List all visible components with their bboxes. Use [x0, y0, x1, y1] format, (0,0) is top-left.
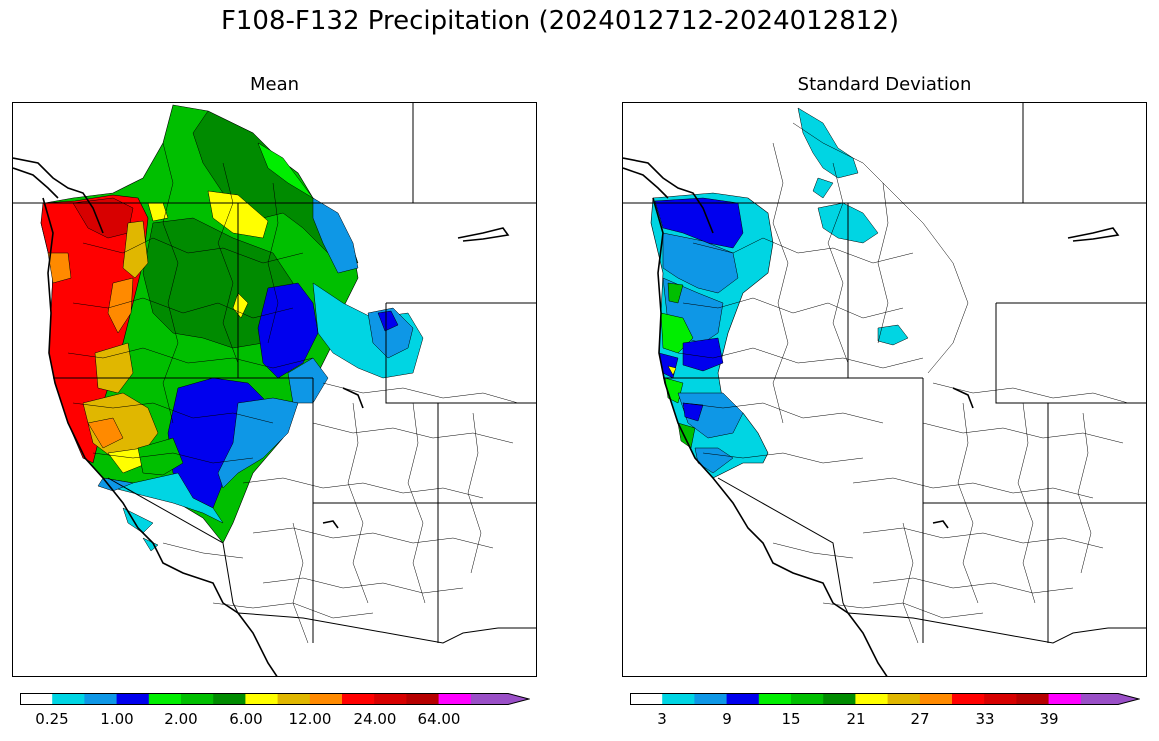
- stddev-tick-label: 27: [910, 710, 930, 728]
- stddev-map: [622, 102, 1147, 677]
- colorbar-swatch: [20, 693, 53, 705]
- colorbar-swatch: [758, 693, 792, 705]
- colorbar-swatch: [309, 693, 343, 705]
- colorbar-extend-arrow: [1080, 693, 1139, 705]
- colorbar-swatch: [1048, 693, 1082, 705]
- mean-colorbar-svg: [20, 693, 531, 705]
- colorbar-swatch: [52, 693, 85, 705]
- colorbar-swatch: [726, 693, 760, 705]
- stddev-tick-label: 9: [722, 710, 732, 728]
- stddev-tick-label: 21: [846, 710, 866, 728]
- colorbar-swatch: [213, 693, 246, 705]
- mean-coastline: [13, 157, 510, 676]
- mean-tick-label: 1.00: [100, 710, 134, 728]
- colorbar-swatch: [181, 693, 214, 705]
- mean-tick-label: 0.25: [35, 710, 69, 728]
- mean-tick-label: 6.00: [229, 710, 263, 728]
- mean-basin-outlines: [67, 142, 519, 644]
- colorbar-outline: [20, 693, 531, 705]
- stddev-precip-shading: [650, 107, 909, 479]
- stddev-state-borders: [623, 103, 1146, 644]
- colorbar-extend-arrow: [470, 693, 529, 705]
- mean-tick-label: 2.00: [164, 710, 198, 728]
- stddev-panel-title: Standard Deviation: [797, 74, 972, 95]
- mean-panel-title: Mean: [249, 74, 300, 95]
- colorbar-swatch: [919, 693, 953, 705]
- colorbar-swatch: [791, 693, 824, 705]
- stddev-tick-label: 15: [781, 710, 801, 728]
- colorbar-swatch: [630, 693, 663, 705]
- mean-precip-shading: [40, 104, 424, 552]
- colorbar-swatch: [438, 693, 472, 705]
- figure-title: F108-F132 Precipitation (2024012712-2024…: [220, 6, 900, 36]
- mean-state-borders: [13, 103, 536, 644]
- colorbar-swatch: [116, 693, 150, 705]
- colorbar-swatch: [84, 693, 118, 705]
- colorbar-swatch: [662, 693, 695, 705]
- stddev-tick-label: 3: [657, 710, 667, 728]
- stddev-colorbar: [630, 690, 1141, 705]
- mean-tick-label: 64.00: [417, 710, 461, 728]
- stddev-tick-label: 33: [975, 710, 995, 728]
- colorbar-swatch: [374, 693, 407, 705]
- stddev-colorbar-svg: [630, 693, 1141, 705]
- mean-colorbar: [20, 690, 531, 705]
- mean-tick-label: 12.00: [288, 710, 332, 728]
- mean-tick-label: 24.00: [353, 710, 397, 728]
- colorbar-swatch: [148, 693, 182, 705]
- colorbar-swatch: [694, 693, 728, 705]
- colorbar-swatch: [823, 693, 856, 705]
- colorbar-swatch: [1016, 693, 1050, 705]
- colorbar-swatch: [406, 693, 440, 705]
- mean-map: [12, 102, 537, 677]
- colorbar-swatch: [342, 693, 375, 705]
- colorbar-swatch: [245, 693, 279, 705]
- colorbar-swatch: [277, 693, 311, 705]
- colorbar-swatch: [984, 693, 1017, 705]
- stddev-coastline: [623, 157, 1120, 676]
- stddev-colorbar-ticks: 3 9 15 21 27 33 39: [630, 710, 1140, 730]
- colorbar-swatch: [952, 693, 985, 705]
- colorbar-swatch: [855, 693, 889, 705]
- colorbar-outline: [630, 693, 1141, 705]
- mean-colorbar-ticks: 0.25 1.00 2.00 6.00 12.00 24.00 64.00: [20, 710, 530, 730]
- colorbar-swatch: [887, 693, 921, 705]
- stddev-basin-outlines: [677, 122, 1129, 644]
- stddev-tick-label: 39: [1039, 710, 1059, 728]
